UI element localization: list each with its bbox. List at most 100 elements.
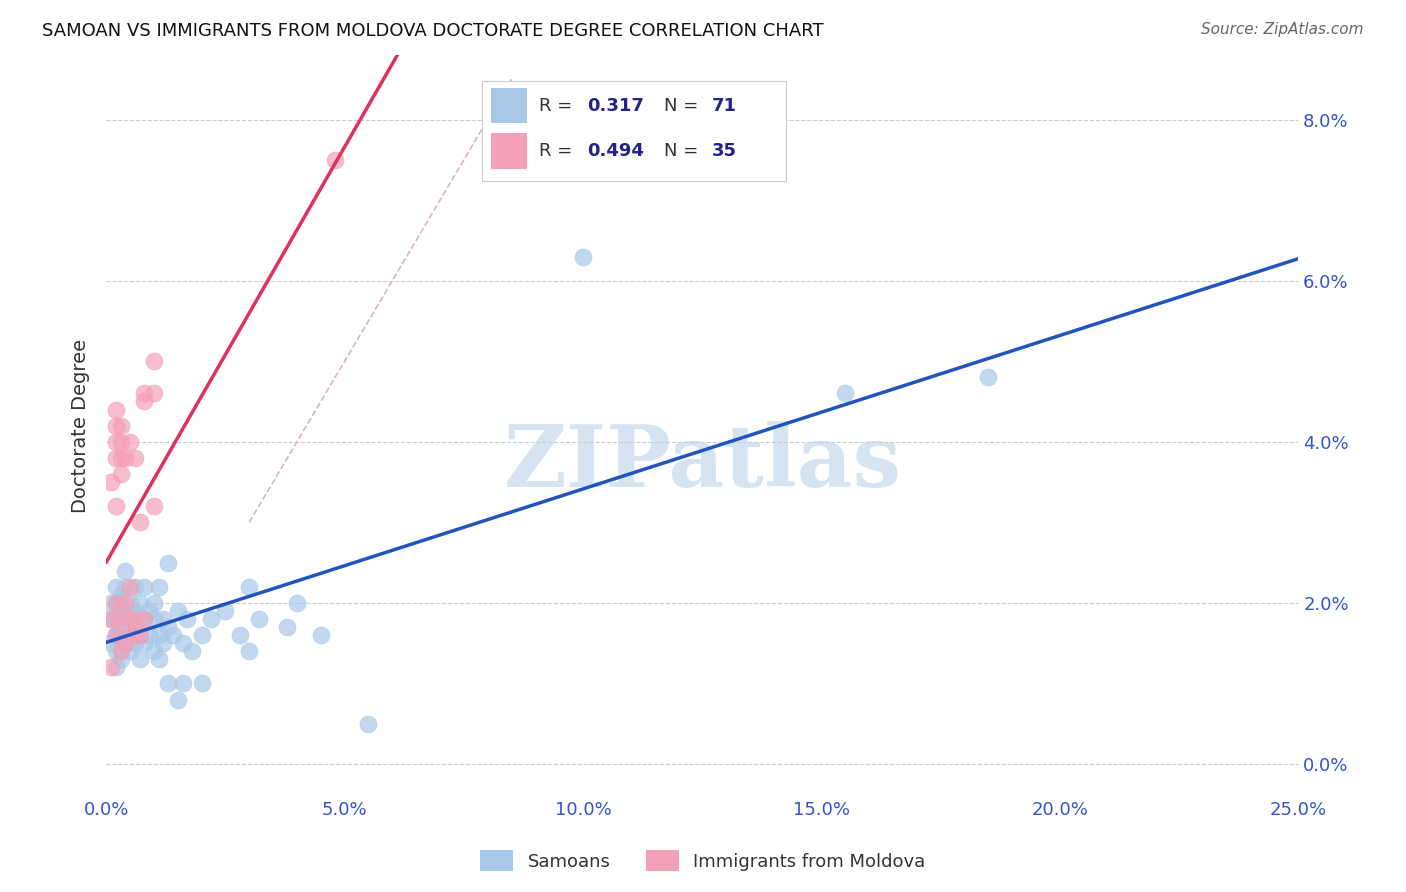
Point	[118, 628, 141, 642]
Point	[110, 434, 132, 449]
Point	[128, 628, 150, 642]
Point	[190, 628, 212, 642]
Text: 0.494: 0.494	[586, 143, 644, 161]
Point	[166, 604, 188, 618]
Point	[157, 676, 180, 690]
Point	[124, 628, 146, 642]
Point	[128, 596, 150, 610]
Point	[124, 620, 146, 634]
Point	[214, 604, 236, 618]
Point	[104, 580, 127, 594]
Point	[110, 612, 132, 626]
Point	[110, 588, 132, 602]
Point	[238, 644, 260, 658]
Point	[124, 604, 146, 618]
Point	[124, 636, 146, 650]
Text: R =: R =	[538, 143, 578, 161]
Point	[162, 628, 184, 642]
Point	[110, 628, 132, 642]
Point	[118, 628, 141, 642]
Point	[104, 612, 127, 626]
Point	[114, 450, 136, 465]
Point	[157, 556, 180, 570]
Point	[104, 499, 127, 513]
Point	[124, 450, 146, 465]
Point	[118, 612, 141, 626]
Text: R =: R =	[538, 96, 578, 114]
Point	[200, 612, 222, 626]
Point	[100, 612, 122, 626]
Point	[134, 394, 156, 409]
Point	[323, 153, 346, 167]
Point	[100, 612, 122, 626]
Point	[157, 620, 180, 634]
Point	[100, 660, 122, 674]
Text: SAMOAN VS IMMIGRANTS FROM MOLDOVA DOCTORATE DEGREE CORRELATION CHART: SAMOAN VS IMMIGRANTS FROM MOLDOVA DOCTOR…	[42, 22, 824, 40]
Text: 71: 71	[711, 96, 737, 114]
Point	[118, 644, 141, 658]
Point	[142, 644, 165, 658]
Point	[238, 580, 260, 594]
Point	[104, 402, 127, 417]
Point	[572, 250, 595, 264]
Text: N =: N =	[664, 143, 704, 161]
Point	[190, 676, 212, 690]
Point	[114, 636, 136, 650]
Point	[172, 676, 194, 690]
Point	[114, 636, 136, 650]
Point	[166, 692, 188, 706]
Point	[110, 644, 132, 658]
Point	[110, 596, 132, 610]
Point	[124, 612, 146, 626]
Point	[118, 596, 141, 610]
Point	[247, 612, 270, 626]
Point	[152, 636, 174, 650]
Point	[104, 628, 127, 642]
Text: ZIPatlas: ZIPatlas	[503, 421, 901, 505]
Point	[134, 386, 156, 401]
Point	[276, 620, 298, 634]
Point	[148, 652, 170, 666]
Text: N =: N =	[664, 96, 704, 114]
Point	[104, 596, 127, 610]
Text: 0.317: 0.317	[586, 96, 644, 114]
Point	[104, 418, 127, 433]
Point	[104, 450, 127, 465]
Point	[128, 516, 150, 530]
Point	[181, 644, 204, 658]
Point	[134, 612, 156, 626]
Point	[148, 580, 170, 594]
Point	[142, 499, 165, 513]
Point	[176, 612, 198, 626]
Point	[977, 370, 1000, 384]
Point	[114, 580, 136, 594]
Bar	[491, 87, 527, 123]
Point	[128, 652, 150, 666]
Point	[114, 596, 136, 610]
Point	[834, 386, 856, 401]
Point	[138, 628, 160, 642]
Point	[104, 596, 127, 610]
Point	[118, 434, 141, 449]
Point	[100, 475, 122, 489]
Text: Source: ZipAtlas.com: Source: ZipAtlas.com	[1201, 22, 1364, 37]
Point	[104, 628, 127, 642]
Point	[138, 604, 160, 618]
Point	[110, 467, 132, 481]
Point	[229, 628, 252, 642]
Point	[134, 612, 156, 626]
Legend: Samoans, Immigrants from Moldova: Samoans, Immigrants from Moldova	[474, 843, 932, 879]
Point	[285, 596, 308, 610]
Text: 35: 35	[711, 143, 737, 161]
Point	[104, 644, 127, 658]
Point	[100, 596, 122, 610]
Point	[114, 620, 136, 634]
Point	[309, 628, 332, 642]
Point	[114, 564, 136, 578]
Point	[114, 604, 136, 618]
Point	[142, 386, 165, 401]
Point	[134, 580, 156, 594]
Point	[110, 612, 132, 626]
Point	[134, 636, 156, 650]
Point	[128, 628, 150, 642]
